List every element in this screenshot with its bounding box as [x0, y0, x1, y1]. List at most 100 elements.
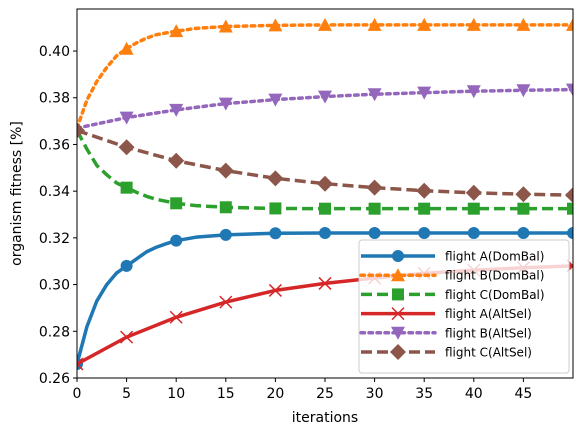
y-tick-label: 0.36: [39, 137, 70, 153]
data-point: [319, 226, 331, 239]
data-point: [466, 85, 481, 99]
legend-marker: [391, 268, 405, 282]
data-point: [366, 179, 383, 196]
data-point: [170, 234, 183, 247]
x-tick-label: 30: [366, 386, 384, 402]
data-point: [77, 122, 85, 139]
data-point: [120, 259, 133, 272]
data-point: [517, 202, 530, 215]
x-tick-label: 0: [73, 386, 82, 402]
series-1: [77, 226, 573, 370]
data-point: [467, 202, 480, 215]
data-point: [515, 186, 532, 203]
data-point: [77, 357, 84, 371]
data-point: [417, 86, 432, 100]
data-point: [417, 17, 432, 31]
data-point: [566, 17, 573, 31]
y-tick-label: 0.26: [39, 371, 70, 387]
y-tick-label: 0.28: [39, 324, 70, 340]
data-point: [219, 295, 233, 309]
y-axis: 0.26 0.28 0.30 0.32 0.34 0.36 0.38 0.40: [39, 44, 77, 387]
legend-label: flight B(DomBal): [445, 269, 544, 283]
data-point: [269, 202, 282, 215]
data-point: [268, 283, 282, 297]
x-tick-label: 25: [316, 386, 334, 402]
legend-label: flight A(AltSel): [445, 307, 532, 321]
legend-label: flight A(DomBal): [445, 250, 544, 264]
data-point: [119, 111, 134, 125]
data-point: [169, 310, 183, 324]
y-tick-label: 0.30: [39, 278, 70, 294]
data-point: [219, 228, 232, 241]
y-axis-label: organism fitness [%]: [9, 121, 25, 266]
data-point: [368, 202, 381, 215]
data-point: [516, 84, 531, 98]
data-point: [418, 226, 431, 239]
x-tick-label: 10: [167, 386, 185, 402]
data-point: [318, 276, 332, 290]
legend-entry: flight B(DomBal): [359, 268, 544, 283]
legend-entry: flight A(DomBal): [361, 250, 544, 264]
y-tick-label: 0.38: [39, 91, 70, 107]
series-6: [77, 122, 573, 204]
data-point: [567, 226, 573, 239]
data-point: [367, 88, 382, 102]
series-line: [77, 128, 573, 197]
data-point: [565, 187, 573, 204]
data-point: [516, 17, 531, 31]
data-point: [318, 17, 332, 31]
data-point: [268, 93, 283, 107]
legend-marker: [391, 326, 405, 340]
x-tick-label: 40: [465, 386, 483, 402]
data-point: [169, 103, 184, 117]
y-tick-label: 0.32: [39, 231, 70, 247]
data-point: [367, 17, 382, 31]
data-point: [466, 17, 481, 31]
data-point: [467, 226, 480, 239]
data-point: [318, 90, 332, 104]
data-point: [219, 201, 232, 214]
x-axis: 0 5 10 15 20 25 30 35 40 45: [73, 378, 532, 402]
data-point: [566, 83, 573, 97]
y-tick-label: 0.34: [39, 184, 70, 200]
data-point: [567, 202, 573, 215]
data-point: [317, 175, 333, 192]
data-point: [418, 202, 431, 215]
data-point: [169, 24, 184, 38]
legend-label: flight C(AltSel): [445, 346, 532, 360]
legend-marker: [392, 288, 404, 301]
data-point: [170, 197, 183, 210]
legend-marker: [392, 250, 404, 262]
data-point: [465, 184, 482, 201]
legend-entry: flight B(AltSel): [359, 326, 532, 340]
data-point: [118, 139, 135, 156]
data-point: [267, 170, 284, 187]
data-point: [416, 182, 433, 199]
data-point: [119, 41, 134, 55]
x-tick-label: 35: [415, 386, 433, 402]
x-axis-label: iterations: [292, 410, 358, 426]
legend: flight A(DomBal) flight B(DomBal) flight C…: [358, 239, 570, 374]
legend-marker: [390, 344, 406, 360]
x-tick-label: 45: [514, 386, 532, 402]
x-tick-label: 5: [122, 386, 131, 402]
data-point: [218, 19, 233, 33]
x-tick-label: 15: [217, 386, 235, 402]
data-point: [168, 152, 185, 169]
data-point: [268, 18, 283, 32]
x-tick-label: 20: [266, 386, 284, 402]
legend-entry: flight C(DomBal): [361, 288, 545, 302]
legend-box: [358, 239, 570, 374]
y-tick-label: 0.40: [39, 44, 70, 60]
data-point: [368, 226, 381, 239]
legend-label: flight C(DomBal): [445, 288, 545, 302]
data-point: [269, 227, 282, 240]
series-2: [77, 17, 573, 130]
series-layer: [77, 17, 573, 371]
data-point: [319, 202, 331, 215]
data-point: [120, 181, 133, 194]
series-5: [77, 83, 573, 130]
data-point: [218, 97, 233, 111]
legend-label: flight B(AltSel): [445, 326, 532, 340]
